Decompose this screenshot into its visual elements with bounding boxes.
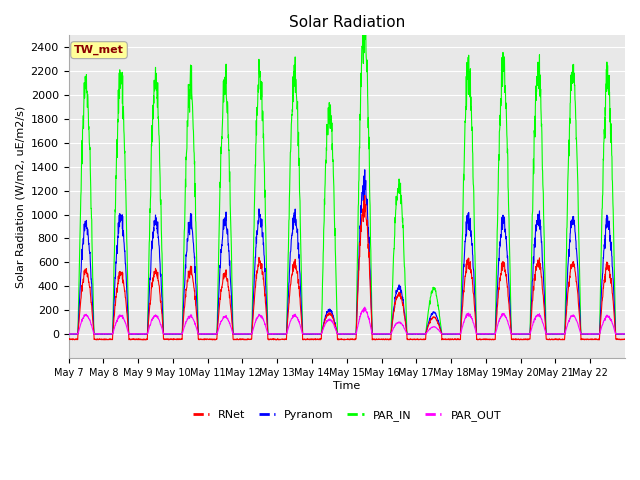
Title: Solar Radiation: Solar Radiation: [289, 15, 405, 30]
Text: TW_met: TW_met: [74, 45, 124, 55]
X-axis label: Time: Time: [333, 381, 360, 391]
Legend: RNet, Pyranom, PAR_IN, PAR_OUT: RNet, Pyranom, PAR_IN, PAR_OUT: [188, 406, 506, 425]
Y-axis label: Solar Radiation (W/m2, uE/m2/s): Solar Radiation (W/m2, uE/m2/s): [15, 106, 25, 288]
